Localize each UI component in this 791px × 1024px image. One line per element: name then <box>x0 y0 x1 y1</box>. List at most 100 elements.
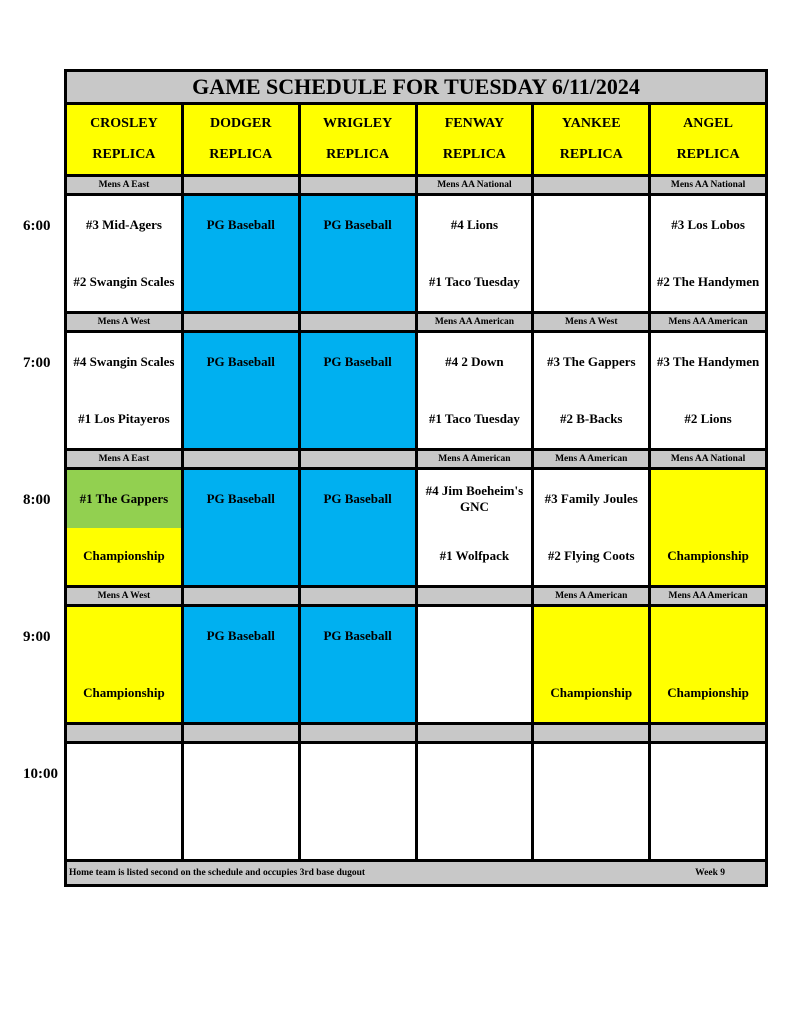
division-label: Mens A American <box>417 451 532 467</box>
game-cell: Championship <box>651 470 765 585</box>
division-label <box>300 314 415 330</box>
home-team <box>417 664 532 722</box>
game-cell <box>534 196 649 311</box>
home-team <box>300 801 415 859</box>
away-team <box>417 744 532 802</box>
away-team <box>651 607 765 665</box>
field-header: DODGER REPLICA <box>183 105 298 174</box>
home-team: #1 Wolfpack <box>417 527 532 585</box>
game-cell: PG Baseball <box>300 470 415 585</box>
field-name: ANGEL <box>683 116 733 132</box>
schedule-table: GAME SCHEDULE FOR TUESDAY 6/11/2024 CROS… <box>23 69 768 887</box>
division-label <box>534 725 649 741</box>
away-team <box>67 607 181 665</box>
home-team <box>300 527 415 585</box>
game-cell: 6:00 #3 Mid-Agers #2 Swangin Scales <box>23 196 181 311</box>
away-team <box>534 196 649 254</box>
field-header: ANGEL REPLICA <box>651 105 765 174</box>
home-team: #1 Taco Tuesday <box>417 253 532 311</box>
time-label: 8:00 <box>23 492 51 508</box>
game-cell <box>183 744 298 859</box>
home-team: Championship <box>651 664 765 722</box>
away-team: #4 Jim Boeheim's GNC <box>417 470 532 528</box>
division-label: Mens AA National <box>651 451 765 467</box>
division-label <box>183 588 298 604</box>
division-label: Mens A West <box>67 588 181 604</box>
division-label <box>183 177 298 193</box>
field-header: FENWAY REPLICA <box>417 105 532 174</box>
home-team <box>183 527 298 585</box>
division-label: Mens A East <box>67 177 181 193</box>
away-team: PG Baseball <box>300 333 415 391</box>
away-team: #4 Swangin Scales <box>67 333 181 391</box>
game-cell: PG Baseball <box>300 607 415 722</box>
time-label: 9:00 <box>23 629 51 645</box>
field-name: WRIGLEY <box>322 116 393 132</box>
away-team: PG Baseball <box>183 470 298 528</box>
division-label: Mens A American <box>534 588 649 604</box>
game-cell <box>417 744 532 859</box>
game-cell: #3 The Handymen #2 Lions <box>651 333 765 448</box>
time-label: 7:00 <box>23 355 51 371</box>
game-cell: #3 Los Lobos #2 The Handymen <box>651 196 765 311</box>
away-team <box>534 744 649 802</box>
division-label <box>651 725 765 741</box>
field-subtitle: REPLICA <box>442 146 506 162</box>
game-cell: Championship <box>534 607 649 722</box>
game-cell <box>417 607 532 722</box>
field-header: WRIGLEY REPLICA <box>300 105 415 174</box>
division-label <box>67 725 181 741</box>
division-label <box>300 451 415 467</box>
field-name: CROSLEY <box>90 116 158 132</box>
home-team <box>300 253 415 311</box>
footer-bar: Home team is listed second on the schedu… <box>67 862 765 884</box>
field-name: DODGER <box>210 116 272 132</box>
field-subtitle: REPLICA <box>676 146 740 162</box>
game-cell: PG Baseball <box>183 470 298 585</box>
home-team: #2 Flying Coots <box>534 527 649 585</box>
away-team: PG Baseball <box>300 196 415 254</box>
field-header: YANKEE REPLICA <box>534 105 649 174</box>
away-team: PG Baseball <box>300 607 415 665</box>
home-team <box>183 664 298 722</box>
away-team <box>300 744 415 802</box>
away-team: #4 2 Down <box>417 333 532 391</box>
home-team <box>300 664 415 722</box>
field-name: YANKEE <box>561 116 621 132</box>
home-team: #2 Lions <box>651 390 765 448</box>
away-team: PG Baseball <box>183 333 298 391</box>
home-team: Championship <box>651 527 765 585</box>
game-cell: #4 Jim Boeheim's GNC #1 Wolfpack <box>417 470 532 585</box>
division-label: Mens AA American <box>651 588 765 604</box>
away-team <box>183 744 298 802</box>
away-team: #1 The Gappers <box>67 470 181 528</box>
field-name: FENWAY <box>444 116 505 132</box>
away-team: PG Baseball <box>183 196 298 254</box>
home-team: Championship <box>67 527 181 585</box>
away-team: #3 The Handymen <box>651 333 765 391</box>
game-cell: PG Baseball <box>300 333 415 448</box>
game-cell: PG Baseball <box>183 607 298 722</box>
away-team <box>534 607 649 665</box>
home-team: #2 B-Backs <box>534 390 649 448</box>
division-label <box>300 177 415 193</box>
division-label <box>183 725 298 741</box>
field-header: CROSLEY REPLICA <box>67 105 181 174</box>
away-team: #3 Family Joules <box>534 470 649 528</box>
game-cell: PG Baseball <box>183 196 298 311</box>
division-label <box>417 725 532 741</box>
field-subtitle: REPLICA <box>209 146 273 162</box>
away-team: #3 The Gappers <box>534 333 649 391</box>
time-label: 6:00 <box>23 218 51 234</box>
division-label <box>183 314 298 330</box>
division-label: Mens AA American <box>417 314 532 330</box>
home-team <box>534 253 649 311</box>
division-label <box>300 725 415 741</box>
division-label: Mens A East <box>67 451 181 467</box>
home-team <box>651 801 765 859</box>
field-subtitle: REPLICA <box>92 146 156 162</box>
home-team <box>534 801 649 859</box>
game-cell: #3 Family Joules #2 Flying Coots <box>534 470 649 585</box>
division-label: Mens A West <box>67 314 181 330</box>
time-label: 10:00 <box>23 766 58 782</box>
